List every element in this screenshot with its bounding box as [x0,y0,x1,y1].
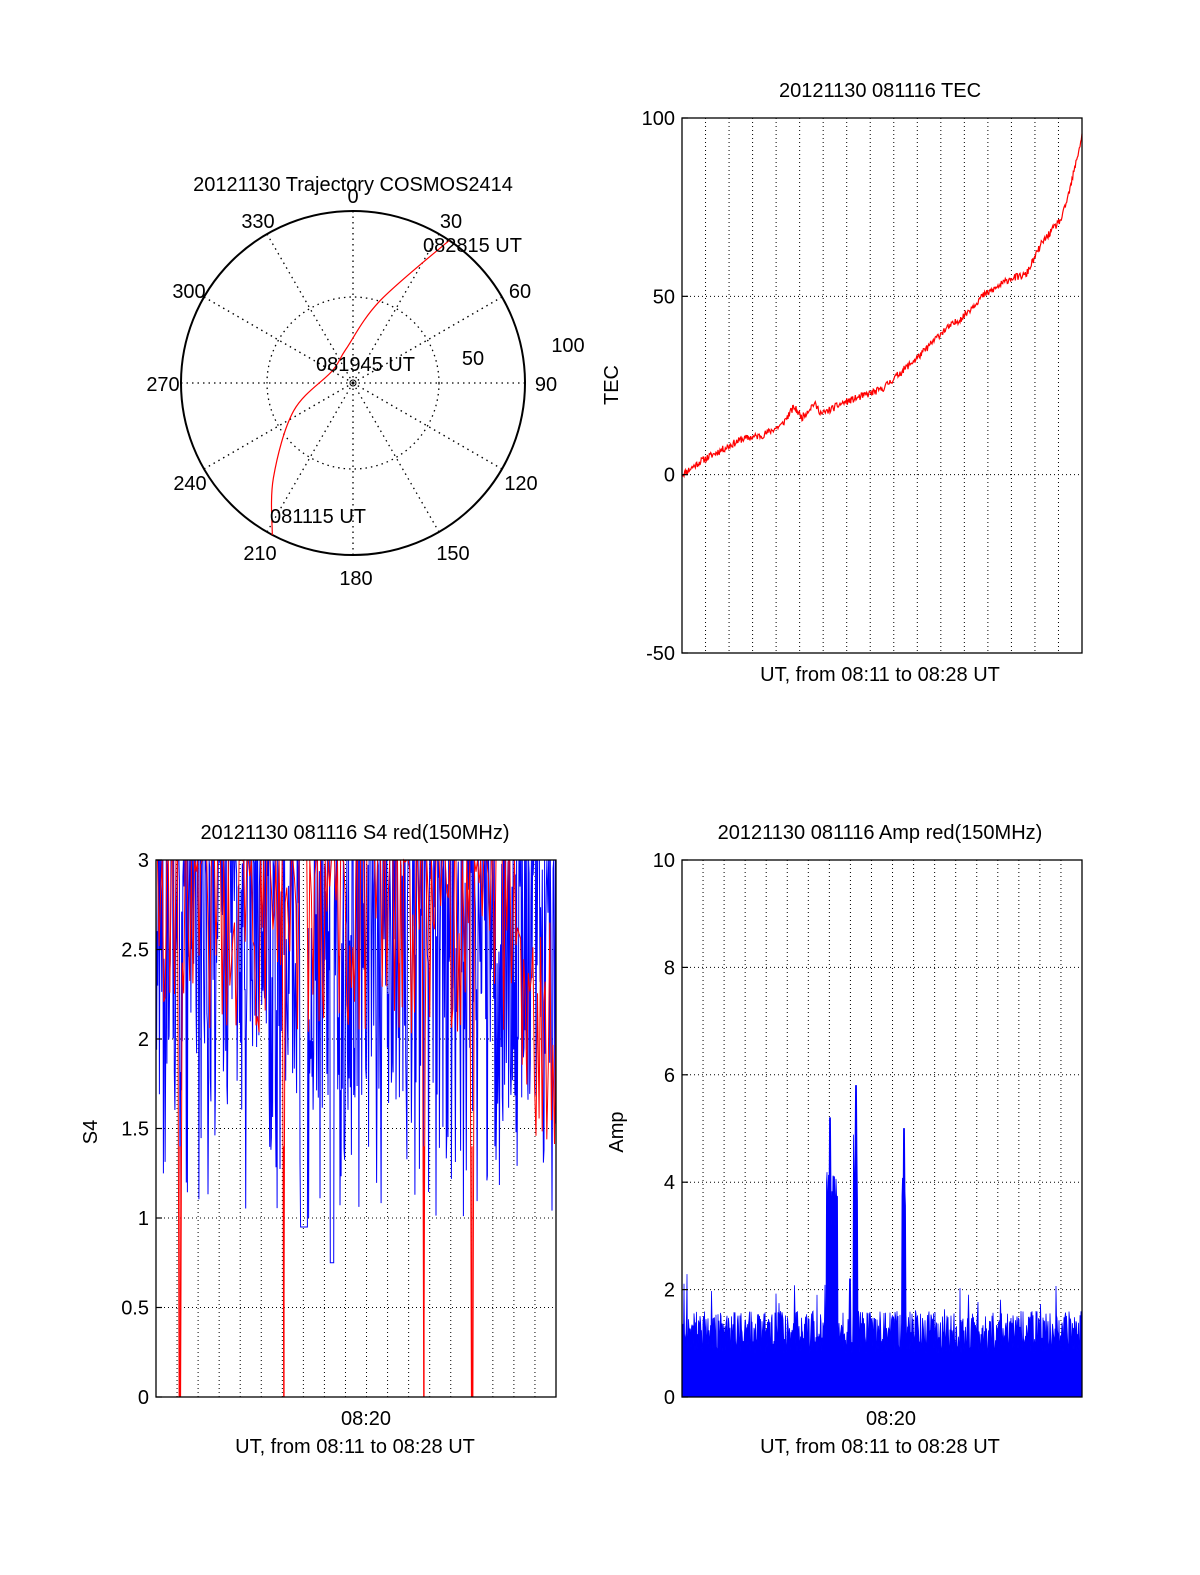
s4-xtick-label: 08:20 [341,1408,391,1430]
s4-ylabel: S4 [80,1120,102,1144]
tec-grid [682,118,1082,653]
amp-frame [681,859,1083,1398]
tec-ylabel: TEC [601,365,623,405]
s4-ytick-0.5: 0.5 [121,1298,149,1320]
amp-plot: 20121130 081116 Amp red(150MHz) 0246810 … [606,822,1083,1458]
amp-ytick-4: 4 [664,1172,675,1194]
tec-plot: 20121130 081116 TEC -50 0 50 100 TEC UT, fr… [601,80,1083,686]
polar-grid [181,211,525,555]
polar-azimuth-label-0: 0 [347,186,358,208]
amp-xlabel: UT, from 08:11 to 08:28 UT [760,1436,1000,1458]
tec-ytick-50: 50 [653,286,675,308]
tec-ytick-0: 0 [664,465,675,487]
polar-trajectory [270,239,450,535]
tec-y-tick-labels: -50 0 50 100 [642,108,688,665]
tec-series-line [681,133,1083,479]
polar-azimuth-label-240: 240 [173,473,206,495]
s4-ytick-2.5: 2.5 [121,940,149,962]
tec-xlabel: UT, from 08:11 to 08:28 UT [760,664,1000,686]
s4-blue-line [155,859,557,1264]
polar-spoke-120 [352,382,503,470]
polar-azimuth-label-60: 60 [509,281,531,303]
s4-xlabel: UT, from 08:11 to 08:28 UT [235,1436,475,1458]
amp-title: 20121130 081116 Amp red(150MHz) [718,822,1043,844]
polar-azimuth-label-30: 30 [440,211,462,233]
amp-ytick-6: 6 [664,1065,675,1087]
polar-spoke-210 [266,382,354,533]
polar-azimuth-label-180: 180 [339,568,372,590]
amp-grid [682,860,1082,1397]
tec-ytick-100: 100 [642,108,675,130]
time-label-start: 081115 UT [270,506,366,528]
s4-ytick-3: 3 [138,850,149,872]
s4-series-blue [155,859,557,1264]
polar-plot: 20121130 Trajectory COSMOS2414 0 30 60 90 12… [146,174,584,590]
s4-plot: 20121130 081116 S4 red(150MHz) 0 0.5 1 1.5 2… [80,822,557,1458]
amp-ytick-0: 0 [664,1387,675,1409]
s4-title: 20121130 081116 S4 red(150MHz) [200,822,509,844]
polar-azimuth-label-300: 300 [172,281,205,303]
polar-azimuth-label-330: 330 [241,211,274,233]
amp-series-blue [681,1085,1083,1398]
polar-ring-50 [266,296,440,470]
tec-frame [681,117,1083,654]
polar-azimuth-labels: 0 30 60 90 120 150 180 210 240 270 300 330 [146,186,557,590]
amp-ytick-2: 2 [664,1280,675,1302]
polar-azimuth-label-90: 90 [535,374,557,396]
polar-azimuth-label-120: 120 [504,473,537,495]
polar-azimuth-label-150: 150 [436,543,469,565]
polar-spoke-150 [352,382,440,533]
s4-ytick-1.5: 1.5 [121,1119,149,1141]
polar-spoke-330 [266,233,354,384]
polar-spoke-240 [203,382,354,470]
polar-radius-label-100: 100 [551,335,584,357]
amp-y-tick-labels: 0 2 4 6 8 10 [653,850,688,1409]
s4-ytick-0: 0 [138,1387,149,1409]
s4-ytick-1: 1 [138,1208,149,1230]
tec-ytick--50: -50 [646,643,675,665]
polar-azimuth-label-210: 210 [243,543,276,565]
polar-center-marker [349,379,357,387]
tec-title: 20121130 081116 TEC [779,80,981,102]
time-label-mid: 081945 UT [316,354,415,376]
s4-y-tick-labels: 0 0.5 1 1.5 2 2.5 3 [121,850,162,1409]
s4-grid [156,860,556,1397]
polar-title: 20121130 Trajectory COSMOS2414 [193,174,513,196]
amp-blue-fill [681,1085,1083,1398]
amp-xtick-label: 08:20 [866,1408,916,1430]
amp-ytick-10: 10 [653,850,675,872]
polar-azimuth-label-270: 270 [146,374,179,396]
polar-radius-label-50: 50 [462,348,484,370]
s4-ytick-2: 2 [138,1029,149,1051]
amp-ytick-8: 8 [664,957,675,979]
polar-spoke-60 [352,296,503,384]
polar-spoke-30 [352,233,440,384]
amp-ylabel: Amp [606,1111,628,1152]
time-label-end: 082815 UT [423,235,522,257]
polar-spoke-300 [203,296,354,384]
polar-outer-ring [180,210,526,556]
